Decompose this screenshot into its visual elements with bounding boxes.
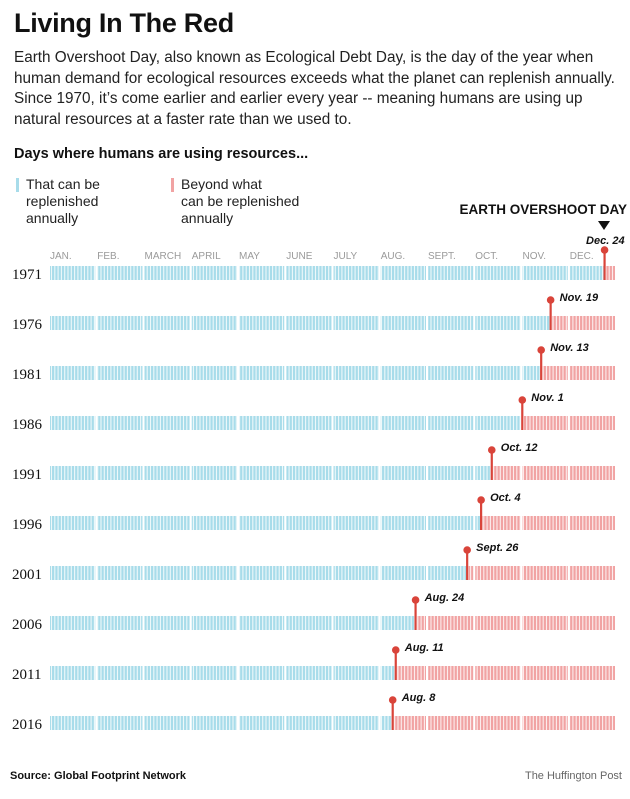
day-stripes	[50, 516, 617, 530]
month-label: MAY	[239, 251, 260, 262]
month-label: APRIL	[192, 251, 221, 262]
sustainable-days-bar	[50, 466, 96, 480]
overshoot-marker-dot	[411, 596, 420, 604]
overshoot-marker-dot	[487, 446, 496, 454]
overshoot-date-label: Aug. 11	[404, 642, 444, 654]
source-note: Source: Global Footprint Network	[10, 770, 187, 782]
sustainable-days-bar	[50, 366, 96, 380]
sustainable-days-bar	[380, 266, 426, 280]
sustainable-days-bar	[50, 316, 96, 330]
overshoot-date-label: Sept. 26	[476, 542, 519, 554]
day-stripes	[50, 666, 617, 680]
overshoot-day-heading: EARTH OVERSHOOT DAY	[459, 202, 627, 217]
publisher-credit: The Huffington Post	[524, 770, 622, 782]
month-label: OCT.	[475, 251, 498, 262]
year-label: 1981	[12, 367, 42, 383]
sustainable-days-bar	[50, 616, 96, 630]
overshoot-arrow-icon	[598, 221, 610, 230]
overshoot-date-label: Nov. 1	[531, 392, 563, 404]
year-label: 1986	[12, 417, 43, 433]
year-label: 1996	[12, 517, 43, 533]
overshoot-date-label: Dec. 24	[586, 235, 625, 247]
day-stripes	[50, 566, 617, 580]
day-stripes	[50, 616, 617, 630]
overshoot-date-label: Nov. 19	[560, 292, 599, 304]
month-label: JUNE	[286, 251, 312, 262]
month-label: JAN.	[50, 251, 72, 262]
sustainable-days-bar	[50, 516, 96, 530]
sustainable-days-bar	[50, 416, 96, 430]
overshoot-days-bar	[522, 466, 568, 480]
month-label: SEPT.	[428, 251, 456, 262]
overshoot-days-bar	[522, 516, 568, 530]
year-label: 2011	[12, 667, 41, 683]
day-stripes	[50, 416, 617, 430]
month-label: AUG.	[381, 251, 405, 262]
overshoot-date-label: Oct. 4	[490, 492, 521, 504]
year-label: 1971	[12, 267, 42, 283]
sustainable-days-bar	[380, 716, 393, 730]
year-label: 2006	[12, 617, 43, 633]
sustainable-days-bar	[522, 266, 568, 280]
sustainable-days-bar	[380, 466, 426, 480]
overshoot-date-label: Aug. 8	[401, 692, 436, 704]
legend-overshoot-swatch	[171, 178, 174, 192]
overshoot-marker-dot	[537, 346, 545, 354]
overshoot-days-bar	[522, 616, 568, 630]
sustainable-days-bar	[380, 516, 426, 530]
month-label: JULY	[334, 251, 358, 262]
sustainable-days-bar	[380, 316, 426, 330]
month-label: FEB.	[97, 251, 119, 262]
overshoot-marker-dot	[546, 296, 555, 304]
sustainable-days-bar	[50, 716, 96, 730]
sustainable-days-bar	[475, 516, 482, 530]
overshoot-marker-dot	[518, 396, 527, 404]
overshoot-days-bar	[522, 666, 568, 680]
sustainable-days-bar	[50, 566, 96, 580]
year-label: 2001	[12, 567, 42, 583]
month-label: MARCH	[145, 251, 182, 262]
month-label: DEC.	[570, 251, 594, 262]
legend-overshoot-label: Beyond what can be replenished annually	[181, 176, 300, 226]
legend-sustainable-swatch	[16, 178, 19, 192]
overshoot-marker-dot	[600, 246, 609, 254]
day-stripes	[50, 266, 617, 280]
intro-paragraph: Earth Overshoot Day, also known as Ecolo…	[14, 49, 615, 128]
day-stripes	[50, 366, 617, 380]
sustainable-days-bar	[522, 366, 542, 380]
year-label: 1976	[12, 317, 43, 333]
sustainable-days-bar	[50, 666, 96, 680]
year-label: 2016	[12, 717, 43, 733]
overshoot-days-bar	[542, 366, 568, 380]
overshoot-date-label: Oct. 12	[501, 442, 538, 454]
day-stripes	[50, 466, 617, 480]
sustainable-days-bar	[380, 366, 426, 380]
legend-sustainable-label: That can be replenished annually	[26, 176, 100, 226]
sustainable-days-bar	[50, 266, 96, 280]
overshoot-days-bar	[482, 516, 521, 530]
chart-subhead: Days where humans are using resources...	[14, 146, 309, 162]
chart-title: Living In The Red	[14, 8, 234, 38]
overshoot-marker-dot	[463, 546, 471, 554]
overshoot-marker-dot	[477, 496, 485, 504]
overshoot-marker-dot	[391, 646, 400, 654]
month-label: NOV.	[523, 251, 547, 262]
sustainable-days-bar	[380, 566, 426, 580]
overshoot-date-label: Nov. 13	[550, 342, 589, 354]
sustainable-days-bar	[380, 416, 426, 430]
overshoot-days-bar	[522, 716, 568, 730]
day-stripes	[50, 316, 617, 330]
overshoot-days-bar	[606, 266, 615, 280]
day-stripes	[50, 716, 617, 730]
overshoot-days-bar	[522, 566, 568, 580]
overshoot-marker-dot	[388, 696, 397, 704]
overshoot-date-label: Aug. 24	[424, 592, 465, 604]
year-label: 1991	[12, 467, 42, 483]
